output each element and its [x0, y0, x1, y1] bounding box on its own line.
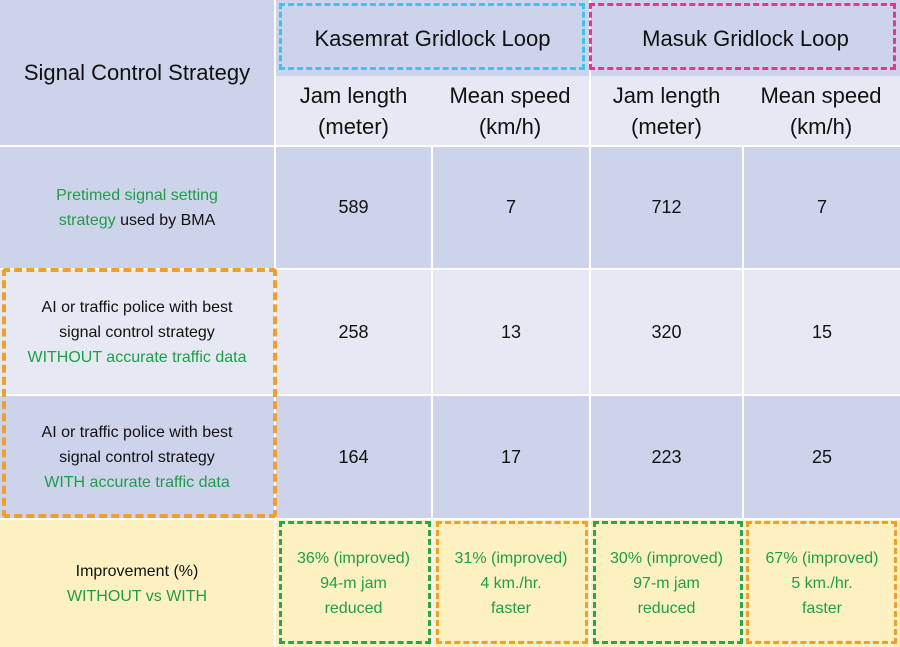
col-jam-line2: (meter) [631, 113, 702, 139]
row-label-without-data: AI or traffic police with best signal co… [0, 270, 274, 394]
col-speed-line1: Mean speed [449, 82, 571, 108]
col-header-masuk-speed: Mean speed (km/h) [742, 76, 900, 145]
strategy-header: Signal Control Strategy [0, 0, 274, 145]
group-masuk-label: Masuk Gridlock Loop [642, 25, 849, 51]
col-jam-line1: Jam length [299, 82, 408, 108]
table-cell: 25 [744, 396, 900, 518]
table-cell: 15 [744, 270, 900, 394]
col-speed-line2: (km/h) [789, 113, 853, 139]
group-kasemrat-label: Kasemrat Gridlock Loop [314, 25, 551, 51]
group-header-masuk: Masuk Gridlock Loop [591, 0, 900, 76]
row-label-improvement: Improvement (%) WITHOUT vs WITH [0, 520, 274, 647]
row1-label-line2: strategy used by BMA [58, 211, 216, 229]
improvement-cell-kasemrat-speed: 31% (improved) 4 km./hr. faster [433, 520, 589, 647]
table-cell: 223 [591, 396, 742, 518]
row1-label-line1: Pretimed signal setting [56, 186, 218, 204]
table-cell: 258 [276, 270, 431, 394]
row-label-with-data: AI or traffic police with best signal co… [0, 396, 274, 518]
improvement-cell-masuk-jam: 30% (improved) 97-m jam reduced [591, 520, 742, 647]
col-header-kasemrat-jam: Jam length (meter) [276, 76, 431, 145]
col-jam-line1: Jam length [612, 82, 721, 108]
table-cell: 17 [433, 396, 589, 518]
col-header-kasemrat-speed: Mean speed (km/h) [431, 76, 589, 145]
strategy-header-label: Signal Control Strategy [23, 60, 251, 85]
table-cell: 7 [433, 147, 589, 268]
row-label-pretimed: Pretimed signal setting strategy used by… [0, 147, 274, 268]
improvement-cell-masuk-speed: 67% (improved) 5 km./hr. faster [744, 520, 900, 647]
col-jam-line2: (meter) [318, 113, 389, 139]
table-cell: 7 [744, 147, 900, 268]
col-speed-line2: (km/h) [478, 113, 542, 139]
table-cell: 164 [276, 396, 431, 518]
table-cell: 712 [591, 147, 742, 268]
col-speed-line1: Mean speed [760, 82, 882, 108]
table-cell: 589 [276, 147, 431, 268]
col-header-masuk-jam: Jam length (meter) [591, 76, 742, 145]
group-header-kasemrat: Kasemrat Gridlock Loop [276, 0, 589, 76]
improvement-cell-kasemrat-jam: 36% (improved) 94-m jam reduced [276, 520, 431, 647]
table-cell: 13 [433, 270, 589, 394]
table-cell: 320 [591, 270, 742, 394]
